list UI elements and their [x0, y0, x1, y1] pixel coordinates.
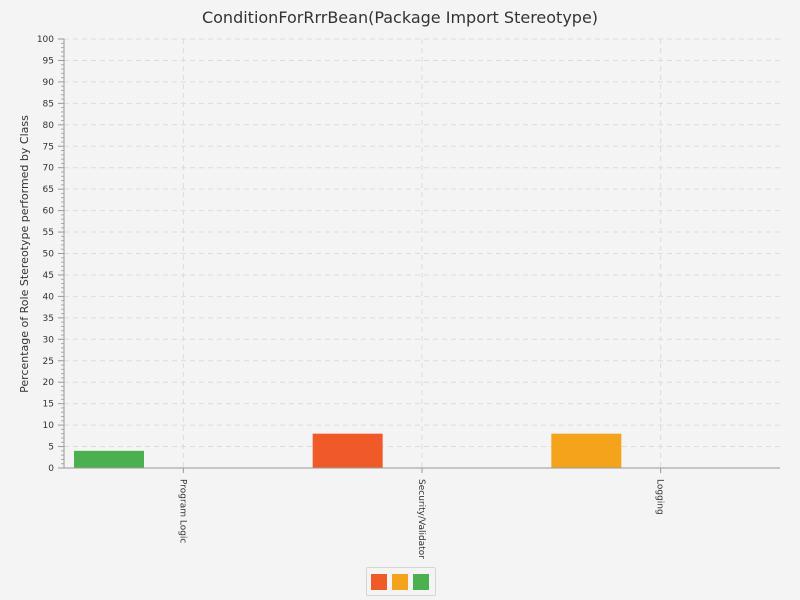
bar: [551, 433, 622, 468]
y-tick-label: 25: [43, 357, 54, 367]
y-tick-label: 5: [48, 443, 54, 453]
x-axis: Program Logic Security/Validator Logging: [64, 467, 780, 559]
bars: [74, 433, 622, 468]
legend-swatch-2: [392, 574, 408, 590]
y-tick-label: 20: [43, 378, 55, 388]
y-tick-label: 10: [43, 421, 55, 431]
bar: [74, 450, 144, 468]
x-tick-label: Security/Validator: [416, 479, 426, 559]
y-tick-label: 90: [43, 78, 55, 88]
y-tick-label: 80: [43, 121, 55, 131]
y-tick-label: 95: [43, 56, 54, 66]
y-tick-label: 60: [43, 207, 55, 217]
y-tick-label: 70: [43, 164, 55, 174]
y-tick-label: 40: [43, 292, 55, 302]
y-tick-label: 0: [48, 464, 54, 474]
y-tick-label: 65: [43, 185, 54, 195]
bar: [312, 433, 383, 468]
x-tick-label: Logging: [655, 479, 665, 515]
y-tick-label: 55: [43, 228, 54, 238]
y-tick-label: 15: [43, 400, 54, 410]
legend-swatch-3: [413, 574, 429, 590]
y-tick-label: 30: [43, 335, 55, 345]
x-tick-label: Program Logic: [177, 479, 187, 543]
y-axis-label: Percentage of Role Stereotype performed …: [18, 115, 31, 393]
y-tick-label: 50: [43, 250, 55, 260]
y-tick-label: 75: [43, 142, 54, 152]
y-tick-label: 35: [43, 314, 54, 324]
legend-swatch-1: [371, 574, 387, 590]
chart-title: ConditionForRrrBean(Package Import Stere…: [202, 8, 598, 27]
y-axis: 0 5 10 15 20 25 30 35 40 45 50 55 60 65 70 75 80 85 90 95 10…: [37, 35, 65, 474]
y-tick-label: 85: [43, 99, 54, 109]
legend: [366, 567, 436, 596]
y-tick-label: 45: [43, 271, 54, 281]
grid-lines: [64, 38, 780, 468]
y-tick-label: 100: [37, 35, 54, 45]
